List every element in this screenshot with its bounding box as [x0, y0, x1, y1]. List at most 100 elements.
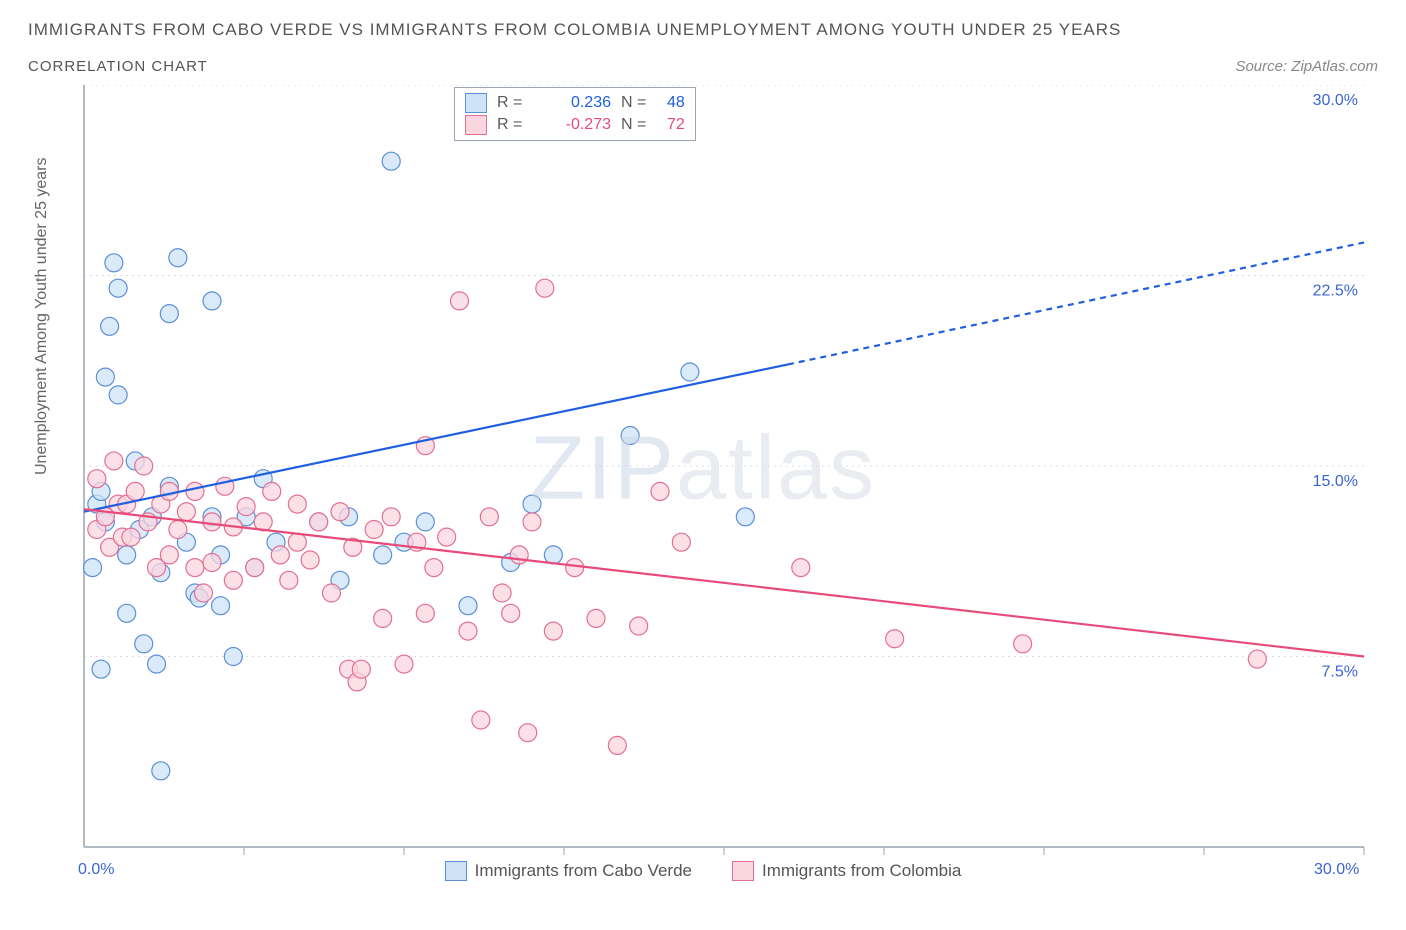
data-point [84, 559, 102, 577]
data-point [135, 635, 153, 653]
data-point [608, 736, 626, 754]
data-point [118, 604, 136, 622]
chart-subtitle: CORRELATION CHART [28, 58, 208, 75]
data-point [105, 254, 123, 272]
data-point [186, 559, 204, 577]
data-point [101, 317, 119, 335]
data-point [177, 503, 195, 521]
legend-swatch [465, 115, 487, 135]
legend-label: Immigrants from Cabo Verde [475, 861, 692, 881]
trend-line [84, 364, 788, 511]
legend-swatch [732, 861, 754, 881]
data-point [681, 363, 699, 381]
n-label: N = [621, 92, 657, 114]
data-point [502, 604, 520, 622]
data-point [224, 648, 242, 666]
data-point [148, 655, 166, 673]
y-tick-label: 22.5% [1313, 283, 1358, 300]
data-point [169, 249, 187, 267]
page-title: IMMIGRANTS FROM CABO VERDE VS IMMIGRANTS… [0, 0, 1406, 40]
data-point [224, 571, 242, 589]
data-point [105, 452, 123, 470]
data-point [523, 495, 541, 513]
data-point [886, 630, 904, 648]
data-point [160, 546, 178, 564]
data-point [288, 533, 306, 551]
data-point [160, 305, 178, 323]
data-point [544, 622, 562, 640]
data-point [630, 617, 648, 635]
trend-line [84, 509, 1364, 656]
data-point [288, 495, 306, 513]
data-point [109, 386, 127, 404]
data-point [1248, 650, 1266, 668]
data-point [472, 711, 490, 729]
data-point [425, 559, 443, 577]
legend-item: Immigrants from Cabo Verde [445, 861, 692, 881]
data-point [135, 457, 153, 475]
data-point [459, 622, 477, 640]
data-point [382, 508, 400, 526]
data-point [536, 279, 554, 297]
data-point [203, 292, 221, 310]
legend-swatch [465, 93, 487, 113]
data-point [237, 498, 255, 516]
data-point [374, 609, 392, 627]
legend-label: Immigrants from Colombia [762, 861, 961, 881]
data-point [96, 368, 114, 386]
data-point [126, 482, 144, 500]
data-point [246, 559, 264, 577]
stats-legend: R =0.236N =48R =-0.273N =72 [454, 87, 696, 141]
data-point [519, 724, 537, 742]
data-point [374, 546, 392, 564]
scatter-plot: 7.5%15.0%22.5%30.0% [24, 85, 1382, 885]
r-value: 0.236 [541, 92, 611, 114]
subtitle-row: CORRELATION CHART Source: ZipAtlas.com [0, 40, 1406, 75]
data-point [566, 559, 584, 577]
data-point [672, 533, 690, 551]
data-point [459, 597, 477, 615]
y-axis-title: Unemployment Among Youth under 25 years [33, 157, 51, 475]
chart-container: Unemployment Among Youth under 25 years … [24, 85, 1382, 885]
legend-item: Immigrants from Colombia [732, 861, 961, 881]
stats-row: R =-0.273N =72 [465, 114, 685, 136]
data-point [480, 508, 498, 526]
r-label: R = [497, 114, 531, 136]
data-point [1014, 635, 1032, 653]
data-point [450, 292, 468, 310]
r-label: R = [497, 92, 531, 114]
data-point [301, 551, 319, 569]
y-tick-label: 15.0% [1313, 473, 1358, 490]
data-point [203, 554, 221, 572]
data-point [194, 584, 212, 602]
data-point [263, 482, 281, 500]
data-point [621, 427, 639, 445]
data-point [92, 660, 110, 678]
data-point [736, 508, 754, 526]
n-label: N = [621, 114, 657, 136]
data-point [587, 609, 605, 627]
legend-swatch [445, 861, 467, 881]
data-point [395, 655, 413, 673]
data-point [382, 152, 400, 170]
trend-line-extrapolated [788, 242, 1364, 364]
data-point [186, 482, 204, 500]
data-point [109, 279, 127, 297]
n-value: 48 [667, 92, 685, 114]
data-point [438, 528, 456, 546]
source-label: Source: ZipAtlas.com [1235, 58, 1378, 75]
y-tick-label: 30.0% [1313, 92, 1358, 109]
data-point [169, 521, 187, 539]
data-point [792, 559, 810, 577]
data-point [203, 513, 221, 531]
data-point [212, 597, 230, 615]
stats-row: R = 0.236 N = 48 [465, 92, 685, 114]
data-point [416, 513, 434, 531]
data-point [160, 482, 178, 500]
data-point [331, 503, 349, 521]
n-value: 72 [667, 114, 685, 136]
data-point [122, 528, 140, 546]
data-point [651, 482, 669, 500]
data-point [544, 546, 562, 564]
data-point [88, 470, 106, 488]
